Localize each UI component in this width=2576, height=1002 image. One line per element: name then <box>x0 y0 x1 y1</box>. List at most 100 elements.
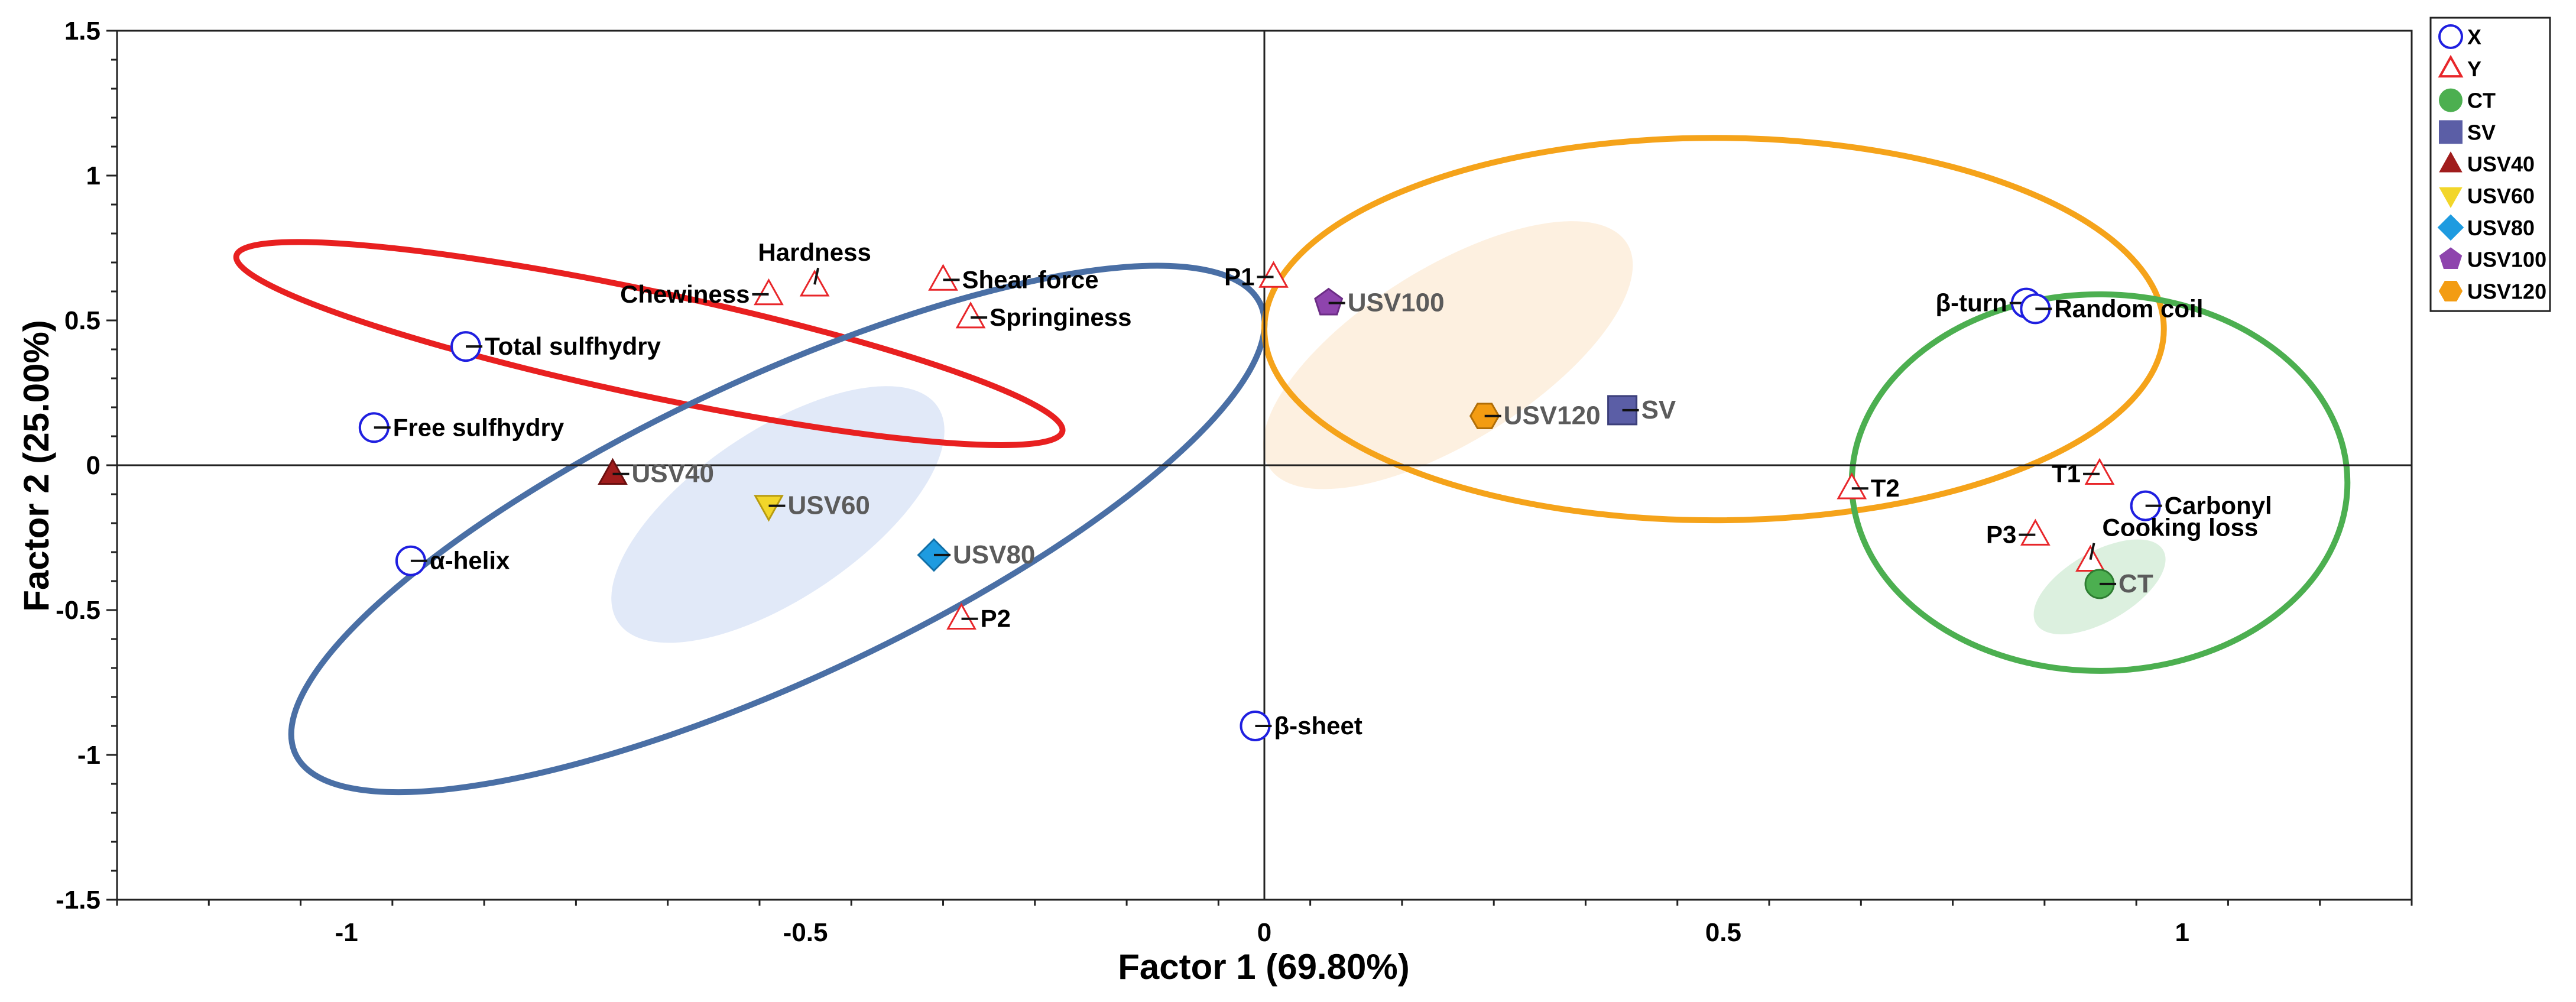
point-shear-force: Shear force <box>928 264 1099 293</box>
texture-group-ellipse <box>233 239 1066 448</box>
point-chewiness: Chewiness <box>620 278 784 308</box>
sv-usv-high-region <box>1263 221 1633 489</box>
legend-item-y: Y <box>2438 54 2481 81</box>
usv60-marker <box>754 495 784 522</box>
legend-item-sv: SV <box>2439 120 2496 144</box>
legend-usv80-marker <box>2437 214 2464 241</box>
legend-x-marker <box>2438 24 2463 49</box>
y-axis-title: Factor 2 (25.00%) <box>17 320 56 612</box>
legend-sv-marker <box>2439 120 2463 144</box>
usv40-label: USV40 <box>632 459 714 488</box>
y-tick-label: 0.5 <box>64 306 100 335</box>
point-springiness: Springiness <box>955 301 1132 331</box>
point-helix: α-helix <box>395 545 510 576</box>
legend-x-label: X <box>2467 25 2481 49</box>
legend-item-usv60: USV60 <box>2439 184 2535 209</box>
legend-ct-label: CT <box>2467 89 2496 113</box>
legend-item-usv100: USV100 <box>2439 247 2546 272</box>
usv80-label: USV80 <box>953 540 1035 569</box>
y-tick-label: -0.5 <box>56 596 100 625</box>
sv-label: SV <box>1641 395 1676 424</box>
p1-marker <box>1258 261 1289 288</box>
label-leader <box>2089 543 2095 560</box>
p1-label: P1 <box>1224 263 1254 291</box>
usv120-label: USV120 <box>1504 401 1601 430</box>
x-tick-label: -0.5 <box>783 918 828 947</box>
point-hardness: Hardness <box>758 238 871 297</box>
point-usv80: USV80 <box>917 538 1035 572</box>
legend-usv100-label: USV100 <box>2467 248 2546 272</box>
y-tick-label: -1.5 <box>56 886 100 915</box>
springiness-marker <box>955 301 986 329</box>
point-usv100: USV100 <box>1314 287 1445 317</box>
point-sv: SV <box>1607 395 1676 426</box>
legend: XY CT SV USV40 USV60 USV80 USV100 USV120 <box>2429 17 2551 312</box>
structure-group-ellipse <box>288 262 1268 795</box>
legend-item-x: X <box>2438 24 2481 49</box>
carbonyl-label: Carbonyl <box>2165 492 2272 520</box>
point-p2: P2 <box>946 602 1011 633</box>
p3-label: P3 <box>1986 521 2016 549</box>
x-tick-label: 0 <box>1257 918 1271 947</box>
usv40-marker <box>598 458 628 485</box>
point-cooking-loss: Cooking loss <box>2075 514 2259 572</box>
legend-usv120-label: USV120 <box>2467 279 2546 303</box>
x-tick-label: 0.5 <box>1705 918 1741 947</box>
point-ct: CT <box>2084 569 2153 599</box>
point-t2: T2 <box>1837 472 1900 502</box>
usv100-label: USV100 <box>1348 288 1445 317</box>
x-axis-title: Factor 1 (69.80%) <box>1118 947 1410 987</box>
data-points: Total sulfhydry Free sulfhydry α-helix β-sh… <box>358 238 2272 741</box>
axes: 1.5 1 0.5 0 -0.5 -1 -1.5 -1 -0.5 0 0.5 1 <box>56 17 2413 947</box>
usv-low-region <box>611 386 945 643</box>
legend-y-marker <box>2438 54 2464 78</box>
y-tick-label: -1 <box>77 741 100 770</box>
turn-label: β-turn <box>1936 289 2007 317</box>
point-random-coil: Random coil <box>2020 293 2203 325</box>
free-sulfhydry-label: Free sulfhydry <box>393 413 564 441</box>
point-carbonyl: Carbonyl <box>2130 490 2272 521</box>
x-tick-label: -1 <box>335 918 358 947</box>
x-tick-label: 1 <box>2175 918 2189 947</box>
legend-item-usv120: USV120 <box>2438 279 2546 303</box>
legend-usv60-label: USV60 <box>2467 184 2535 208</box>
group-ellipses <box>233 135 2351 795</box>
t2-label: T2 <box>1871 474 1900 502</box>
legend-usv120-marker <box>2438 280 2463 301</box>
legend-usv40-label: USV40 <box>2467 152 2535 176</box>
legend-item-usv80: USV80 <box>2437 214 2535 241</box>
legend-usv60-marker <box>2439 187 2463 209</box>
t2-marker <box>1837 472 1867 500</box>
point-sheet: β-sheet <box>1240 711 1362 741</box>
point-turn: β-turn <box>1936 287 2042 319</box>
y-tick-label: 1 <box>86 161 100 190</box>
y-tick-label: 0 <box>86 451 100 480</box>
legend-ct-marker <box>2439 88 2463 112</box>
point-usv120: USV120 <box>1469 401 1601 430</box>
chewiness-marker <box>754 278 784 306</box>
shear-force-label: Shear force <box>962 265 1099 293</box>
legend-sv-label: SV <box>2467 120 2496 144</box>
point-free-sulfhydry: Free sulfhydry <box>358 412 564 443</box>
springiness-label: Springiness <box>989 303 1131 331</box>
shear-force-marker <box>928 264 958 291</box>
usv100-marker <box>1314 287 1344 316</box>
point-usv60: USV60 <box>754 491 870 522</box>
legend-usv100-marker <box>2439 247 2463 269</box>
point-p3: P3 <box>1986 518 2051 549</box>
legend-usv40-marker <box>2439 151 2463 173</box>
p2-label: P2 <box>981 605 1011 633</box>
cooking-loss-label: Cooking loss <box>2103 514 2259 541</box>
p2-marker <box>946 602 976 630</box>
total-sulfhydry-label: Total sulfhydry <box>485 332 661 360</box>
legend-y-label: Y <box>2467 57 2481 81</box>
point-p1: P1 <box>1224 261 1289 291</box>
chewiness-label: Chewiness <box>620 280 750 308</box>
p3-marker <box>2020 518 2051 546</box>
point-total-sulfhydry: Total sulfhydry <box>450 331 661 362</box>
hardness-label: Hardness <box>758 238 871 266</box>
legend-usv80-label: USV80 <box>2467 216 2535 240</box>
y-tick-label: 1.5 <box>64 17 100 46</box>
t1-label: T1 <box>2052 460 2081 488</box>
